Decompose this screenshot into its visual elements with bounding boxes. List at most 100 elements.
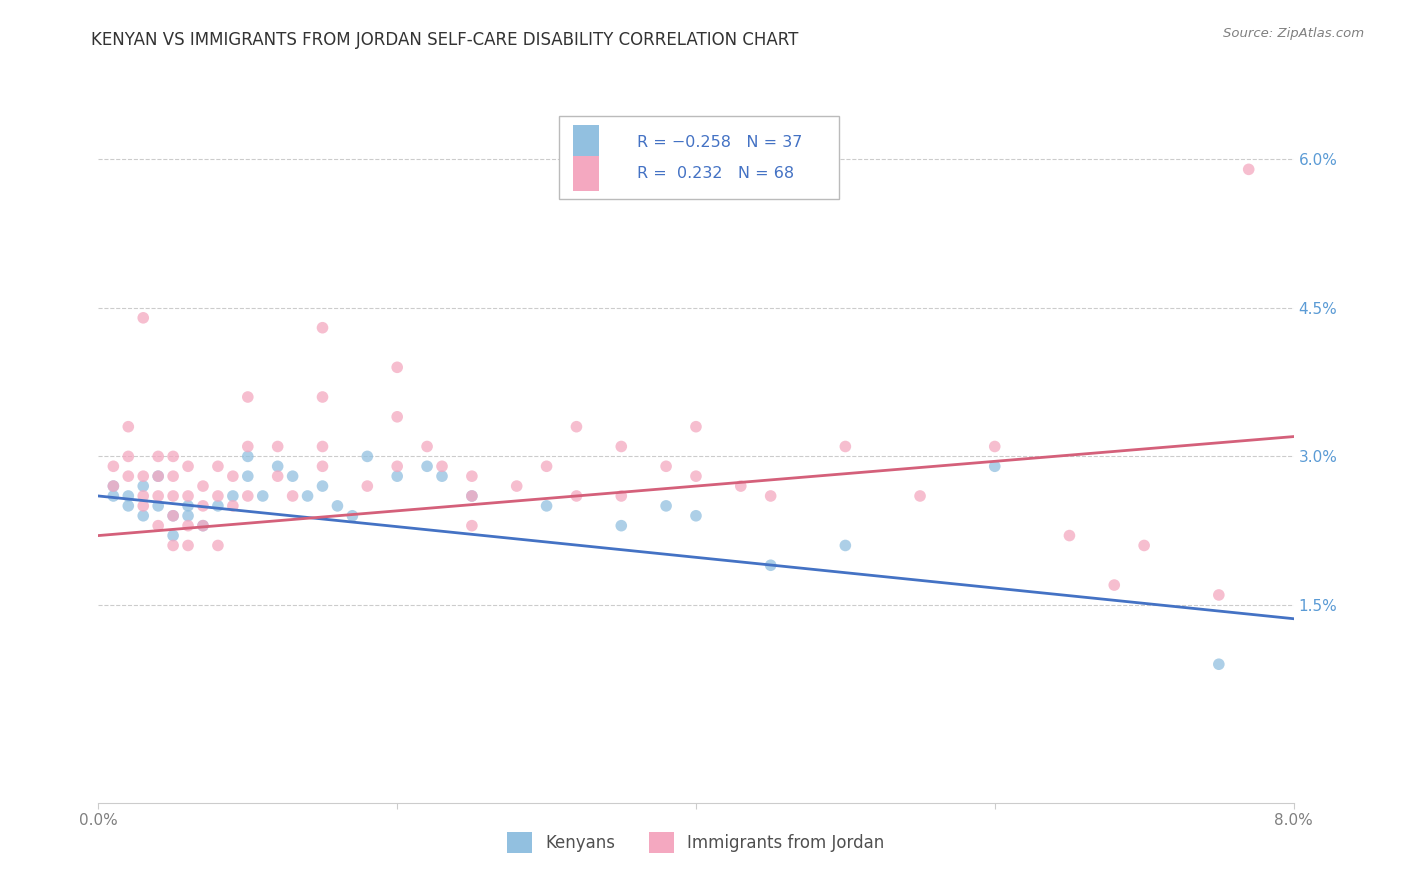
Point [103,459,125,474]
Point [103,489,125,503]
Point [655,499,678,513]
Point [385,409,409,424]
Point [385,459,409,474]
Point [236,390,259,404]
Point [356,479,378,493]
Point [191,479,214,493]
Point [267,469,290,483]
Point [461,518,484,533]
Point [908,489,931,503]
Point [685,508,707,523]
Point [148,499,170,513]
Point [207,499,229,513]
Point [207,539,229,553]
Point [177,459,200,474]
Point [117,450,139,464]
Point [162,508,184,523]
Point [148,489,170,503]
Point [311,459,333,474]
Point [132,489,155,503]
Point [685,419,707,434]
Point [103,479,125,493]
Bar [572,125,599,160]
Point [984,440,1007,454]
Point [1133,539,1156,553]
Point [356,450,378,464]
Point [222,489,245,503]
Point [342,508,364,523]
Point [565,419,588,434]
Point [281,489,304,503]
Point [759,558,782,573]
Point [565,489,588,503]
Point [834,539,856,553]
Legend: Kenyans, Immigrants from Jordan: Kenyans, Immigrants from Jordan [501,826,891,860]
Point [984,459,1007,474]
Point [191,518,214,533]
Point [267,459,290,474]
Point [655,459,678,474]
Point [759,489,782,503]
Point [162,528,184,542]
Point [191,499,214,513]
Point [311,479,333,493]
Point [416,440,439,454]
Point [281,469,304,483]
Point [162,469,184,483]
Point [236,489,259,503]
Point [730,479,752,493]
Text: R = −0.258   N = 37: R = −0.258 N = 37 [637,135,803,150]
Point [207,489,229,503]
Point [132,479,155,493]
Point [610,489,633,503]
Point [461,489,484,503]
Point [506,479,529,493]
Point [148,469,170,483]
Point [385,469,409,483]
Bar [572,156,599,191]
Point [103,479,125,493]
Text: R =  0.232   N = 68: R = 0.232 N = 68 [637,166,794,181]
Point [177,489,200,503]
Point [461,469,484,483]
Point [1208,657,1230,672]
Point [177,499,200,513]
FancyBboxPatch shape [558,117,839,200]
Point [117,499,139,513]
Point [162,539,184,553]
Point [1104,578,1126,592]
Point [385,360,409,375]
Point [162,508,184,523]
Point [1059,528,1081,542]
Point [267,440,290,454]
Point [297,489,319,503]
Point [311,440,333,454]
Point [252,489,274,503]
Point [162,489,184,503]
Point [430,459,453,474]
Point [461,489,484,503]
Point [222,469,245,483]
Point [148,518,170,533]
Point [222,499,245,513]
Point [132,469,155,483]
Text: Source: ZipAtlas.com: Source: ZipAtlas.com [1223,27,1364,40]
Point [177,539,200,553]
Point [536,499,558,513]
Point [236,450,259,464]
Point [610,440,633,454]
Point [610,518,633,533]
Point [536,459,558,474]
Point [177,508,200,523]
Point [132,508,155,523]
Point [207,459,229,474]
Point [148,469,170,483]
Point [1237,162,1260,177]
Point [685,469,707,483]
Point [117,489,139,503]
Point [236,469,259,483]
Point [117,419,139,434]
Point [132,310,155,325]
Point [177,518,200,533]
Point [1208,588,1230,602]
